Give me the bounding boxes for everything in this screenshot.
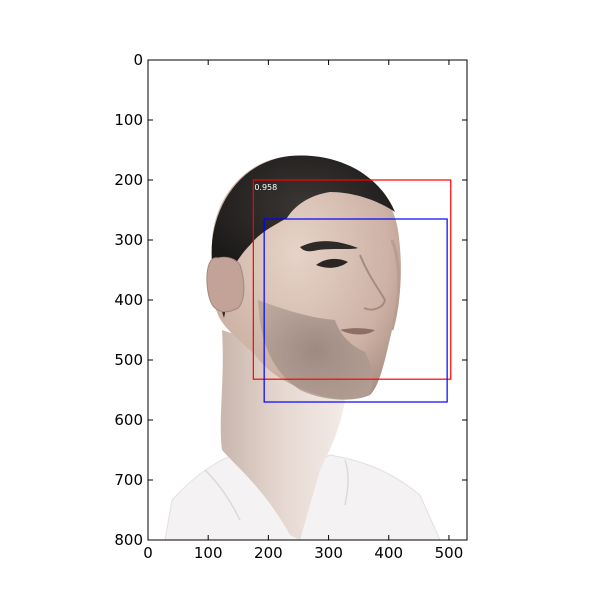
detection-box-score: 0.958	[254, 183, 277, 192]
y-tick-label: 600	[114, 411, 143, 429]
y-tick-label: 100	[114, 111, 143, 129]
y-tick-label: 500	[114, 351, 143, 369]
ear	[206, 256, 245, 313]
bounding-boxes: 0.958	[252, 179, 452, 403]
y-tick-label: 300	[114, 231, 143, 249]
y-tick-label: 0	[133, 51, 143, 69]
eye	[316, 258, 348, 268]
y-tick-label: 200	[114, 171, 143, 189]
detection-box	[252, 179, 452, 380]
ground-truth-box	[263, 218, 448, 403]
beard	[258, 300, 373, 400]
x-tick-label: 100	[194, 544, 223, 562]
x-tick-label: 200	[254, 544, 283, 562]
y-axis: 0 100 200 300 400 500 600 700 800	[114, 51, 467, 549]
nose	[359, 254, 387, 311]
x-axis: 0 100 200 300 400 500	[143, 60, 463, 562]
x-tick-label: 300	[314, 544, 343, 562]
x-tick-label: 500	[435, 544, 464, 562]
mouth	[340, 328, 375, 335]
hair	[211, 155, 395, 278]
eyebrow	[300, 241, 358, 252]
y-tick-label: 400	[114, 291, 143, 309]
y-tick-label: 800	[114, 531, 143, 549]
y-tick-label: 700	[114, 471, 143, 489]
photo	[148, 60, 467, 540]
x-tick-label: 0	[143, 544, 153, 562]
x-tick-label: 400	[374, 544, 403, 562]
